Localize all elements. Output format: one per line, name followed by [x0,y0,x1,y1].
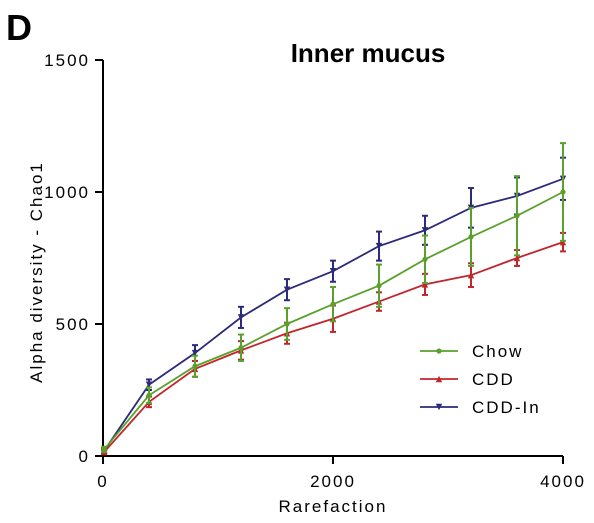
data-point [101,446,107,452]
data-point [559,238,567,246]
x-tick-label: 0 [97,472,108,491]
y-tick-label: 1000 [44,183,90,202]
data-point [283,286,291,293]
data-point [421,227,429,234]
data-point [560,189,566,195]
series-layer [100,142,567,456]
legend-marker [435,375,443,383]
data-point [421,281,429,288]
y-tick-label: 500 [56,315,90,334]
y-axis-label: Alpha diversity - Chao1 [27,161,46,383]
legend-label: CDD [472,370,515,389]
data-point [237,314,245,321]
data-point [513,254,521,262]
data-point [467,271,475,279]
chart-title: Inner mucus [291,38,446,68]
x-ticks: 0 2000 4000 [97,456,586,491]
data-point [191,349,199,357]
data-point [376,283,382,289]
data-point [145,381,153,388]
legend-marker [436,348,442,354]
data-point [468,234,474,240]
data-point [192,363,198,369]
data-point [514,213,520,219]
x-axis-label: Rarefaction [279,497,388,516]
y-ticks: 0 500 1000 1500 [44,51,103,466]
legend-marker [435,403,443,411]
data-point [330,301,336,307]
data-point [284,321,290,327]
panel-letter: D [6,7,32,48]
data-point [422,256,428,262]
y-tick-label: 0 [79,447,90,466]
data-point [238,345,244,351]
x-tick-label: 4000 [540,472,586,491]
legend: Chow CDD CDD-In [420,342,541,417]
series-chow [101,142,566,454]
legend-label: CDD-In [472,398,541,417]
x-tick-label: 2000 [310,472,356,491]
y-tick-label: 1500 [44,51,90,70]
data-point [329,268,337,275]
legend-label: Chow [472,342,523,361]
data-point [146,392,152,398]
data-point [375,242,383,250]
